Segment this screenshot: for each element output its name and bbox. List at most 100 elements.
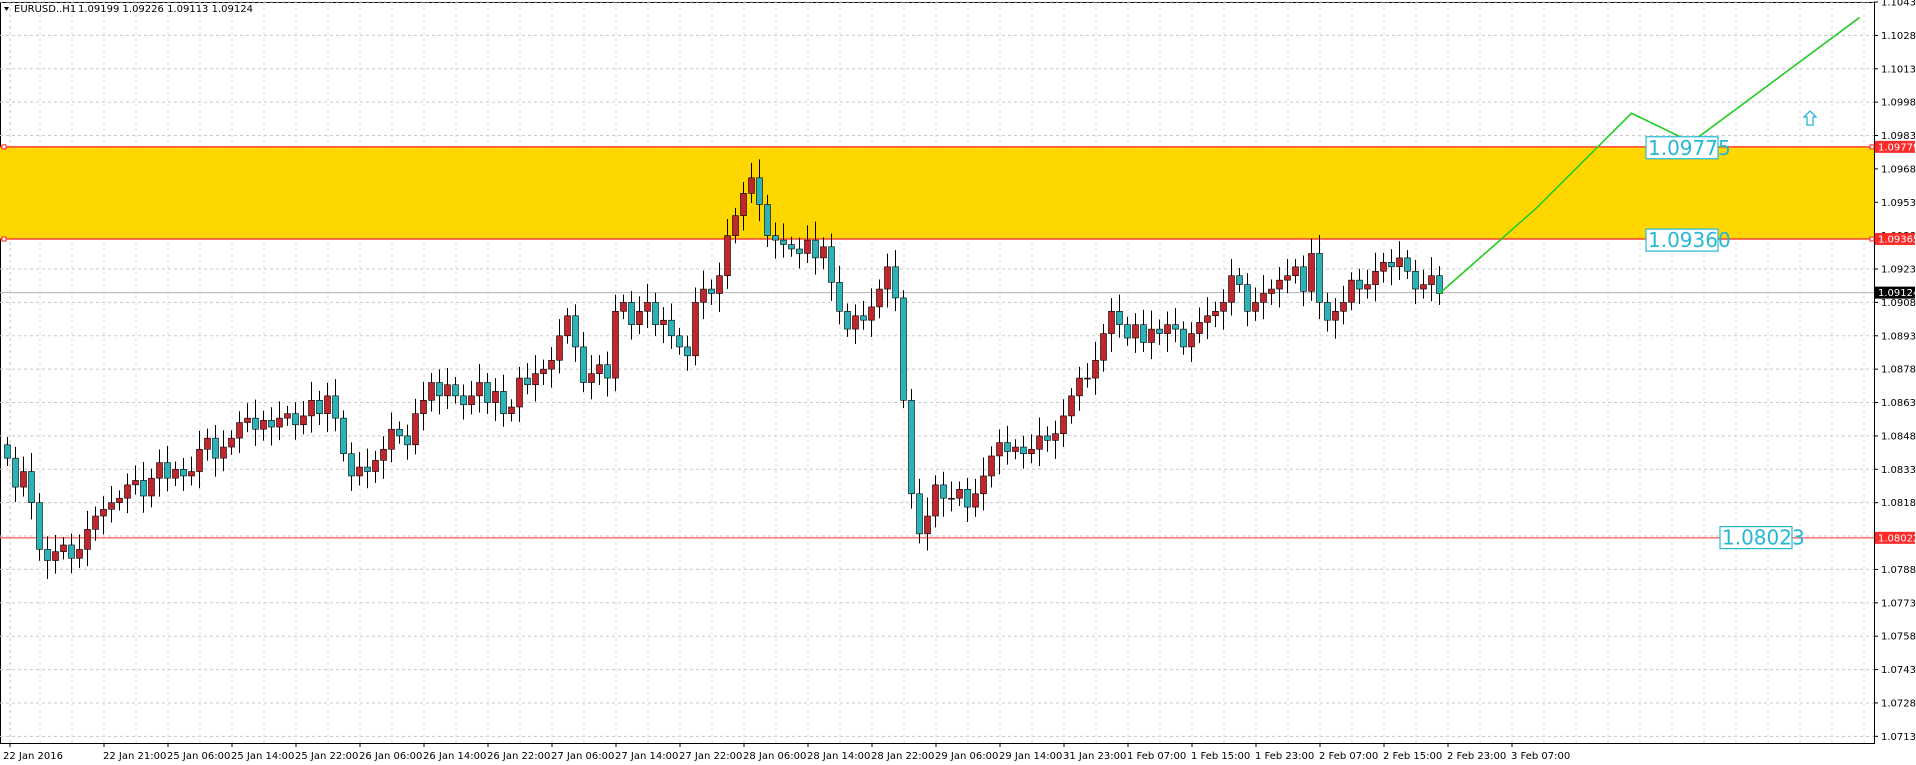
candle[interactable] <box>484 372 491 414</box>
candle[interactable] <box>508 399 515 422</box>
level-label[interactable]: 1.09775 <box>1645 136 1731 160</box>
candle[interactable] <box>1156 319 1163 345</box>
candle[interactable] <box>180 457 187 491</box>
candle[interactable] <box>452 376 459 404</box>
candle[interactable] <box>1212 301 1219 328</box>
candle[interactable] <box>292 402 299 440</box>
candle[interactable] <box>1116 294 1123 338</box>
candle[interactable] <box>492 378 499 422</box>
candle[interactable] <box>756 159 763 222</box>
candle[interactable] <box>1348 272 1355 311</box>
candle[interactable] <box>636 296 643 335</box>
candle[interactable] <box>1380 252 1387 283</box>
candle[interactable] <box>100 496 107 535</box>
candle[interactable] <box>732 207 739 244</box>
candle[interactable] <box>1420 269 1427 299</box>
candle[interactable] <box>836 265 843 325</box>
candle[interactable] <box>1252 287 1259 321</box>
candle[interactable] <box>1060 399 1067 447</box>
candle[interactable] <box>716 262 723 312</box>
candle[interactable] <box>1276 267 1283 308</box>
candle[interactable] <box>540 359 547 385</box>
candle[interactable] <box>252 399 259 446</box>
candle[interactable] <box>1412 259 1419 304</box>
candle[interactable] <box>516 366 523 422</box>
candle[interactable] <box>772 222 779 259</box>
candle[interactable] <box>164 445 171 492</box>
candle[interactable] <box>876 279 883 319</box>
candle[interactable] <box>460 384 467 420</box>
candle[interactable] <box>1260 275 1267 320</box>
candle[interactable] <box>964 477 971 523</box>
candle[interactable] <box>44 536 51 580</box>
candle[interactable] <box>260 410 267 441</box>
candle[interactable] <box>1028 434 1035 464</box>
candle[interactable] <box>1164 311 1171 353</box>
candle[interactable] <box>156 449 163 497</box>
candle[interactable] <box>1316 234 1323 320</box>
candle[interactable] <box>76 534 83 568</box>
candle[interactable] <box>788 236 795 257</box>
candle[interactable] <box>500 374 507 427</box>
level-label[interactable]: 1.08023 <box>1719 526 1805 550</box>
candle[interactable] <box>1404 250 1411 280</box>
candle[interactable] <box>1052 420 1059 459</box>
candle[interactable] <box>268 407 275 446</box>
candle[interactable] <box>708 279 715 305</box>
candle[interactable] <box>868 288 875 337</box>
candle[interactable] <box>348 442 355 491</box>
candle[interactable] <box>52 534 59 574</box>
candle[interactable] <box>1372 252 1379 302</box>
candle[interactable] <box>1436 266 1443 305</box>
candle[interactable] <box>476 364 483 413</box>
candle[interactable] <box>1124 316 1131 346</box>
candle[interactable] <box>908 388 915 509</box>
candle[interactable] <box>324 382 331 433</box>
candle[interactable] <box>396 421 403 444</box>
candle[interactable] <box>668 303 675 349</box>
candle[interactable] <box>468 380 475 415</box>
candle[interactable] <box>548 347 555 388</box>
candle[interactable] <box>444 368 451 409</box>
candle[interactable] <box>556 319 563 374</box>
candle[interactable] <box>780 223 787 258</box>
candle[interactable] <box>36 493 43 561</box>
candle[interactable] <box>652 292 659 337</box>
candle[interactable] <box>372 450 379 483</box>
candle[interactable] <box>1012 439 1019 460</box>
candle[interactable] <box>1428 257 1435 302</box>
candle[interactable] <box>1388 249 1395 286</box>
candle[interactable] <box>188 456 195 486</box>
candle[interactable] <box>564 307 571 344</box>
level-label[interactable]: 1.09360 <box>1645 228 1731 252</box>
candle[interactable] <box>1228 259 1235 316</box>
candle[interactable] <box>684 335 691 371</box>
candle[interactable] <box>1340 285 1347 325</box>
candle[interactable] <box>988 446 995 488</box>
candle[interactable] <box>596 355 603 385</box>
candle[interactable] <box>580 332 587 393</box>
candle[interactable] <box>308 381 315 433</box>
candle[interactable] <box>972 478 979 517</box>
candle[interactable] <box>692 287 699 366</box>
candle[interactable] <box>84 510 91 567</box>
candle[interactable] <box>116 490 123 511</box>
candle[interactable] <box>284 405 291 426</box>
zone-anchor[interactable] <box>1 236 7 242</box>
candle[interactable] <box>612 294 619 392</box>
candle[interactable] <box>1100 323 1107 372</box>
candle[interactable] <box>204 428 211 461</box>
candle[interactable] <box>1172 307 1179 343</box>
candle[interactable] <box>68 533 75 574</box>
candle[interactable] <box>884 253 891 308</box>
candle[interactable] <box>820 237 827 270</box>
candle[interactable] <box>660 307 667 344</box>
candle[interactable] <box>220 430 227 472</box>
candle[interactable] <box>12 446 19 503</box>
candle[interactable] <box>1092 341 1099 395</box>
candle[interactable] <box>1044 426 1051 452</box>
candle[interactable] <box>1020 435 1027 469</box>
candle[interactable] <box>172 461 179 486</box>
